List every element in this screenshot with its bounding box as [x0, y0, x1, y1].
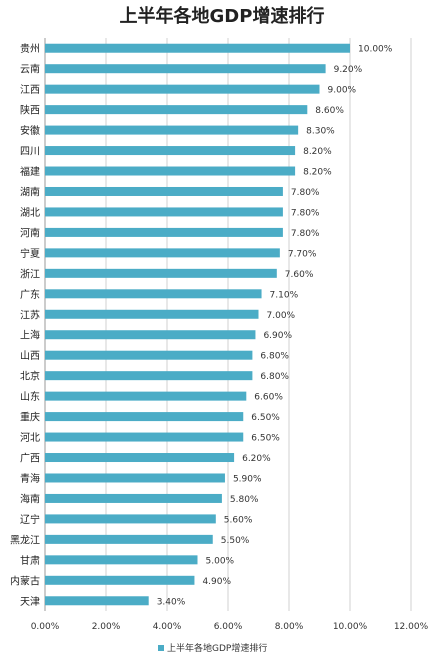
category-label: 辽宁: [20, 513, 40, 526]
category-label: 黑龙江: [10, 533, 40, 546]
bar: [45, 248, 280, 258]
value-label: 9.00%: [328, 86, 357, 96]
bar: [45, 207, 283, 217]
x-tick-label: 12.00%: [394, 622, 429, 632]
x-tick-label: 4.00%: [153, 622, 182, 632]
value-label: 6.60%: [254, 393, 283, 403]
x-tick-label: 2.00%: [92, 622, 121, 632]
bar: [45, 84, 320, 94]
bar: [45, 309, 259, 319]
category-label: 江苏: [20, 308, 40, 321]
value-label: 6.80%: [260, 352, 289, 362]
value-label: 8.60%: [315, 106, 344, 116]
category-label: 贵州: [20, 42, 40, 55]
x-tick-label: 0.00%: [31, 622, 60, 632]
bar: [45, 125, 299, 135]
value-label: 7.80%: [291, 188, 320, 198]
category-labels: 贵州云南江西陕西安徽四川福建湖南湖北河南宁夏浙江广东江苏上海山西北京山东重庆河北…: [10, 42, 40, 608]
value-label: 6.50%: [251, 413, 280, 423]
bar: [45, 64, 326, 74]
category-label: 北京: [20, 370, 40, 383]
bar: [45, 412, 244, 422]
category-label: 宁夏: [20, 247, 40, 260]
bar: [45, 453, 235, 463]
category-label: 重庆: [20, 411, 40, 424]
bar: [45, 146, 296, 156]
category-label: 山西: [20, 350, 40, 362]
category-label: 青海: [20, 472, 40, 485]
bar: [45, 289, 262, 299]
chart-title: 上半年各地GDP增速排行: [120, 5, 325, 27]
bar: [45, 432, 244, 442]
value-label: 6.80%: [260, 372, 289, 382]
value-label: 8.20%: [303, 147, 332, 157]
x-tick-label: 8.00%: [275, 622, 304, 632]
bars: [45, 43, 350, 606]
category-label: 天津: [20, 596, 40, 608]
category-label: 湖南: [20, 185, 40, 198]
x-tick-label: 10.00%: [333, 622, 368, 632]
bar: [45, 575, 195, 585]
value-label: 8.30%: [306, 127, 335, 137]
value-label: 7.80%: [291, 229, 320, 239]
bar: [45, 371, 253, 381]
value-label: 6.50%: [251, 434, 280, 444]
category-label: 上海: [20, 329, 40, 342]
category-label: 陕西: [20, 104, 40, 117]
category-label: 海南: [20, 492, 40, 505]
value-label: 5.80%: [230, 495, 259, 505]
category-label: 广西: [20, 453, 40, 465]
value-label: 5.60%: [224, 515, 253, 525]
bar: [45, 493, 222, 503]
bar: [45, 391, 247, 401]
value-label: 5.00%: [206, 556, 235, 566]
category-label: 甘肃: [20, 554, 40, 567]
value-label: 5.50%: [221, 536, 250, 546]
bar: [45, 473, 225, 483]
value-label: 6.20%: [242, 454, 271, 464]
value-label: 4.90%: [202, 577, 231, 587]
x-tick-label: 6.00%: [214, 622, 243, 632]
bar: [45, 43, 350, 53]
category-label: 河北: [20, 432, 40, 444]
legend-label: 上半年各地GDP增速排行: [167, 642, 267, 654]
category-label: 河南: [20, 226, 40, 239]
bar: [45, 166, 296, 176]
category-label: 山东: [20, 390, 40, 403]
category-label: 安徽: [20, 124, 40, 137]
bar: [45, 534, 213, 544]
bar: [45, 350, 253, 360]
value-label: 6.90%: [263, 331, 292, 341]
value-label: 10.00%: [358, 45, 393, 55]
value-labels: 10.00% 9.20% 9.00% 8.60% 8.30% 8.20% 8.20% 7.80…: [157, 45, 393, 608]
bar: [45, 186, 283, 196]
category-label: 浙江: [20, 268, 40, 280]
bar: [45, 105, 308, 115]
bar: [45, 514, 216, 524]
category-label: 云南: [20, 63, 40, 76]
category-label: 福建: [20, 165, 40, 178]
value-label: 9.20%: [334, 65, 363, 75]
category-label: 江西: [20, 84, 40, 96]
bar: [45, 596, 149, 606]
category-label: 内蒙古: [10, 574, 40, 587]
legend-swatch: [158, 645, 164, 651]
bar: [45, 330, 256, 340]
category-label: 广东: [20, 288, 40, 301]
value-label: 7.00%: [267, 311, 296, 321]
bar: [45, 227, 283, 237]
value-label: 7.80%: [291, 208, 320, 218]
value-label: 7.70%: [288, 249, 317, 259]
x-axis-ticks: 0.00% 2.00% 4.00% 6.00% 8.00% 10.00% 12.00%: [31, 622, 429, 632]
value-label: 3.40%: [157, 597, 186, 607]
value-label: 7.10%: [270, 290, 299, 300]
bar: [45, 268, 277, 278]
category-label: 四川: [20, 147, 40, 158]
category-label: 湖北: [20, 207, 40, 219]
value-label: 7.60%: [285, 270, 314, 280]
value-label: 5.90%: [233, 474, 262, 484]
value-label: 8.20%: [303, 168, 332, 178]
bar: [45, 555, 198, 565]
